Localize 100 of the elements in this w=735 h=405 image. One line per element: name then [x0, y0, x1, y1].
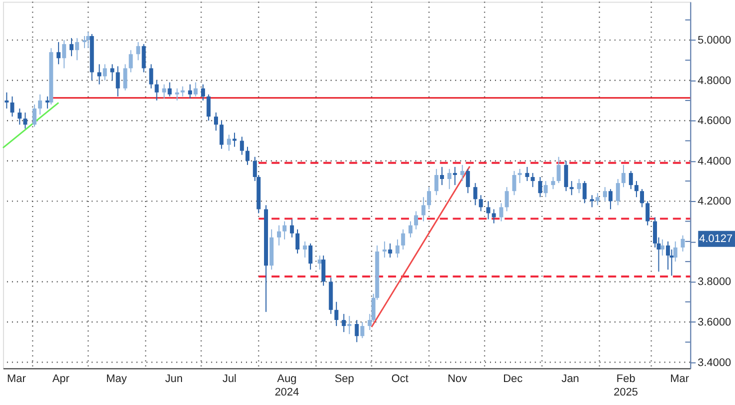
- candlestick: [673, 240, 678, 262]
- candlestick: [382, 240, 387, 258]
- candlestick: [347, 315, 352, 335]
- text: 4.0127: [699, 232, 733, 245]
- candlestick: [149, 64, 154, 89]
- candlestick: [634, 180, 638, 198]
- x-tick-label: Aug 2024: [274, 372, 300, 399]
- candlestick: [421, 196, 426, 222]
- candlestick: [142, 44, 146, 73]
- candlestick: [232, 132, 237, 148]
- y-tick-label: 4.2000: [698, 196, 732, 208]
- candlestick: [302, 240, 307, 258]
- candlestick: [460, 164, 464, 182]
- candlestick: [296, 228, 300, 254]
- candlestick: [512, 170, 516, 196]
- candlestick: [308, 242, 312, 270]
- candlestick: [388, 242, 392, 258]
- candlestick: [97, 64, 102, 85]
- x-tick-label: Nov: [448, 372, 468, 385]
- x-tick-label: Jan: [561, 372, 580, 385]
- candlestick: [201, 84, 206, 101]
- candlestick: [321, 255, 326, 286]
- candlestick: [162, 84, 166, 99]
- candlestick: [136, 42, 140, 61]
- x-tick-label: Jul: [222, 372, 236, 385]
- candlestick: [128, 50, 133, 73]
- x-tick-label: Apr: [52, 372, 70, 385]
- candlestick: [538, 176, 542, 198]
- candlestick: [646, 200, 650, 226]
- candlestick: [32, 104, 36, 128]
- candlestick: [628, 170, 633, 190]
- candlestick: [245, 146, 250, 166]
- x-tick-label: Jun: [165, 372, 183, 385]
- y-tick-label: 5.0000: [698, 34, 732, 47]
- candlestick: [334, 301, 338, 327]
- x-tick-label: Oct: [391, 372, 408, 385]
- candlestick: [240, 136, 244, 156]
- x-tick-label: May: [106, 372, 128, 385]
- candlestick: [556, 156, 561, 184]
- candlestick: [530, 172, 535, 188]
- candlestick: [478, 194, 483, 212]
- candlestick: [70, 38, 74, 57]
- candlestick: [396, 238, 400, 258]
- candlestick: [447, 168, 452, 190]
- y-tick-label: 4.4000: [698, 155, 732, 168]
- candlestick: [504, 186, 509, 212]
- candlestick: [608, 188, 613, 210]
- candlestick: [660, 238, 664, 256]
- candlestick: [525, 166, 530, 182]
- candlestick: [82, 36, 86, 49]
- candlestick: [499, 202, 504, 222]
- candlestick: [590, 194, 594, 208]
- candlestick: [175, 88, 180, 101]
- candlestick: [486, 200, 490, 220]
- candlestick: [414, 210, 418, 230]
- candlestick: [180, 86, 185, 97]
- candlestick: [276, 224, 281, 246]
- candlestick: [123, 64, 128, 91]
- y-tick-label: 3.4000: [698, 356, 732, 369]
- candlestick: [570, 180, 574, 196]
- candlestick: [596, 192, 600, 206]
- candlestick: [440, 166, 444, 186]
- candlestick: [602, 186, 607, 202]
- candlestick: [434, 168, 438, 196]
- candlestick: [220, 120, 224, 150]
- candlestick: [360, 321, 364, 339]
- candlestick: [318, 255, 322, 270]
- candlestick: [492, 208, 496, 224]
- candlestick: [62, 40, 66, 69]
- candlestick: [616, 178, 620, 206]
- candlestick: [116, 66, 120, 97]
- candlestick: [18, 108, 22, 126]
- candlestick: [564, 160, 568, 192]
- candlestick: [168, 82, 172, 97]
- candlestick: [577, 178, 582, 194]
- candlestick: [188, 84, 192, 99]
- y-tick-label: 4.6000: [698, 115, 732, 128]
- x-tick-label: Mar: [7, 372, 26, 385]
- candlestick: [622, 164, 626, 188]
- x-tick-label: Mar: [670, 372, 690, 385]
- y-tick-label: 3.8000: [698, 276, 732, 288]
- candlestick: [354, 319, 359, 343]
- y-tick-label: 3.6000: [698, 316, 732, 328]
- candlestick: [194, 82, 198, 97]
- candlestick: [582, 180, 587, 204]
- candlestick: [110, 64, 114, 81]
- candlestick: [102, 64, 107, 81]
- y-tick-label: 4.8000: [698, 74, 732, 87]
- candlestick: [56, 42, 61, 65]
- candlestick: [23, 112, 28, 130]
- candlestick: [290, 218, 294, 238]
- candlestick: [473, 182, 478, 206]
- x-tick-label: Feb 2025: [614, 372, 638, 399]
- x-tick-label: Sep: [334, 372, 354, 385]
- candlestick: [680, 234, 685, 252]
- x-tick-label: Dec: [503, 372, 524, 385]
- candlestick: [226, 134, 231, 152]
- candlestick: [214, 112, 218, 132]
- candlestick: [544, 180, 548, 198]
- candlestick: [342, 313, 346, 333]
